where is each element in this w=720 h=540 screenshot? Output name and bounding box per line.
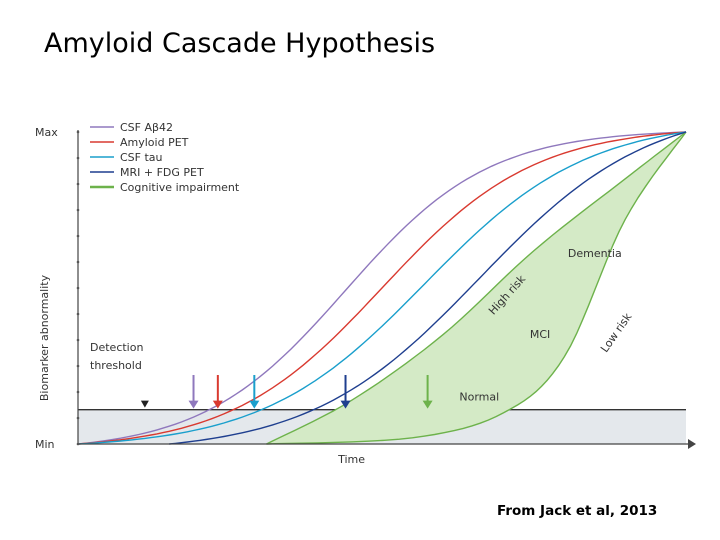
low-risk-line <box>266 131 687 445</box>
onset-arrow-head-1 <box>212 400 223 409</box>
y-axis-dot <box>76 390 80 394</box>
y-axis-dot <box>76 260 80 264</box>
y-axis-dot <box>76 416 80 420</box>
series-line-2 <box>77 131 687 445</box>
y-tick-max: Max <box>35 126 58 139</box>
series-line-3 <box>169 131 687 445</box>
legend-label-4: Cognitive impairment <box>120 181 240 194</box>
y-axis-dot <box>76 182 80 186</box>
detection-marker <box>140 400 149 408</box>
legend-label-3: MRI + FDG PET <box>120 166 204 179</box>
citation: From Jack et al, 2013 <box>497 503 658 519</box>
y-axis-dot <box>76 364 80 368</box>
high-risk-line <box>266 131 687 445</box>
onset-arrow-head-0 <box>188 400 199 409</box>
annotation-4: Normal <box>459 390 499 403</box>
series-line-1 <box>77 131 687 445</box>
onset-arrow-head-3 <box>340 400 351 409</box>
x-axis-label: Time <box>337 453 365 466</box>
legend-label-0: CSF Aβ42 <box>120 121 173 134</box>
detection-threshold-label-2: threshold <box>90 359 142 372</box>
annotation-0: Dementia <box>568 247 622 260</box>
annotation-2: MCI <box>530 328 550 341</box>
y-axis-dot <box>76 338 80 342</box>
y-axis-dot <box>76 442 80 446</box>
series-line-0 <box>77 131 687 445</box>
slide-title: Amyloid Cascade Hypothesis <box>44 28 436 59</box>
onset-arrow-head-4 <box>422 400 433 409</box>
cognitive-impairment-band <box>266 132 686 444</box>
y-axis-dot <box>76 234 80 238</box>
y-axis-dot <box>76 208 80 212</box>
onset-arrow-head-2 <box>249 400 260 409</box>
y-axis-dot <box>76 286 80 290</box>
legend-label-1: Amyloid PET <box>120 136 189 149</box>
x-axis-arrow <box>688 439 696 449</box>
legend-label-2: CSF tau <box>120 151 163 164</box>
annotation-3: Low risk <box>598 310 635 355</box>
y-tick-min: Min <box>35 438 55 451</box>
y-axis-label: Biomarker abnormality <box>38 274 51 401</box>
detection-threshold-label-1: Detection <box>90 341 143 354</box>
y-axis-dot <box>76 312 80 316</box>
y-axis-dot <box>76 156 80 160</box>
y-axis-dot <box>76 130 80 134</box>
